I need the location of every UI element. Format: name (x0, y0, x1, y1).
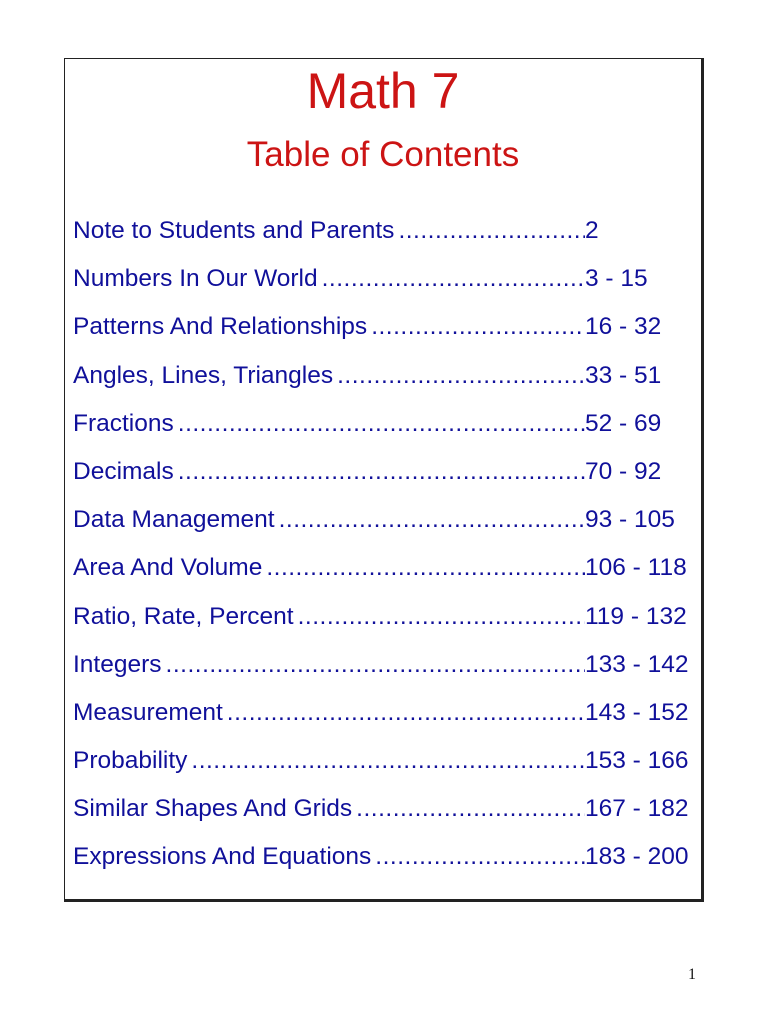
dot-leader (266, 554, 585, 582)
toc-entry-label: Angles, Lines, Triangles (73, 361, 334, 389)
toc-entry: Probability 153 - 166 (73, 747, 699, 795)
toc-entry: Angles, Lines, Triangles 33 - 51 (73, 362, 699, 410)
toc-entry: Expressions And Equations 183 - 200 (73, 843, 699, 891)
toc-entry-pages: 3 - 15 (585, 265, 648, 293)
document-subtitle: Table of Contents (246, 135, 520, 174)
toc-entry: Integers 133 - 142 (73, 651, 699, 699)
toc-entry-label: Measurement (73, 698, 223, 726)
toc-entry-pages: 93 - 105 (585, 506, 675, 534)
toc-entry-label: Data Management (73, 506, 275, 534)
toc-entry-label: Fractions (73, 409, 174, 437)
dot-leader (279, 506, 585, 534)
toc-entry-pages: 153 - 166 (585, 747, 689, 775)
toc-entry-pages: 16 - 32 (585, 313, 662, 341)
toc-entry-pages: 183 - 200 (585, 843, 689, 871)
toc-entry-label: Integers (73, 650, 162, 678)
dot-leader (227, 699, 585, 727)
toc-entry-label: Area And Volume (73, 554, 263, 582)
dot-leader (191, 747, 585, 775)
toc-entry: Fractions 52 - 69 (73, 410, 699, 458)
toc-entry: Ratio, Rate, Percent 119 - 132 (73, 603, 699, 651)
dot-leader (398, 217, 585, 245)
toc-entry-pages: 70 - 92 (585, 457, 662, 485)
document-title: Math 7 (306, 63, 460, 119)
dot-leader (178, 458, 585, 486)
toc-entry: Measurement 143 - 152 (73, 699, 699, 747)
dot-leader (298, 603, 585, 631)
toc-list: Note to Students and Parents 2 Numbers In … (73, 217, 699, 892)
toc-entry: Numbers In Our World 3 - 15 (73, 265, 699, 313)
toc-entry-pages: 52 - 69 (585, 409, 662, 437)
toc-entry-pages: 167 - 182 (585, 795, 689, 823)
toc-entry: Data Management 93 - 105 (73, 506, 699, 554)
dot-leader (371, 313, 585, 341)
dot-leader (322, 265, 585, 293)
toc-entry: Area And Volume 106 - 118 (73, 554, 699, 602)
toc-entry: Decimals 70 - 92 (73, 458, 699, 506)
toc-entry-pages: 119 - 132 (585, 602, 687, 630)
toc-entry-label: Expressions And Equations (73, 843, 372, 871)
toc-entry-label: Ratio, Rate, Percent (73, 602, 294, 630)
toc-entry-pages: 2 (585, 217, 599, 244)
toc-entry-label: Probability (73, 747, 188, 775)
toc-entry-pages: 143 - 152 (585, 698, 689, 726)
toc-entry-pages: 106 - 118 (585, 554, 687, 582)
toc-entry-pages: 33 - 51 (585, 361, 662, 389)
toc-entry: Similar Shapes And Grids 167 - 182 (73, 795, 699, 843)
toc-entry-label: Note to Students and Parents (73, 217, 395, 244)
toc-entry-label: Numbers In Our World (73, 265, 318, 293)
dot-leader (375, 843, 585, 871)
dot-leader (356, 795, 585, 823)
toc-entry-pages: 133 - 142 (585, 650, 689, 678)
dot-leader (166, 651, 585, 679)
contents-frame: Math 7 Table of Contents Note to Student… (64, 58, 704, 902)
toc-entry: Patterns And Relationships 16 - 32 (73, 313, 699, 361)
toc-entry-label: Decimals (73, 457, 174, 485)
toc-entry-label: Similar Shapes And Grids (73, 795, 353, 823)
dot-leader (178, 410, 585, 438)
toc-entry-label: Patterns And Relationships (73, 313, 368, 341)
toc-entry: Note to Students and Parents 2 (73, 217, 699, 265)
dot-leader (337, 362, 585, 390)
page-number: 1 (688, 966, 696, 983)
